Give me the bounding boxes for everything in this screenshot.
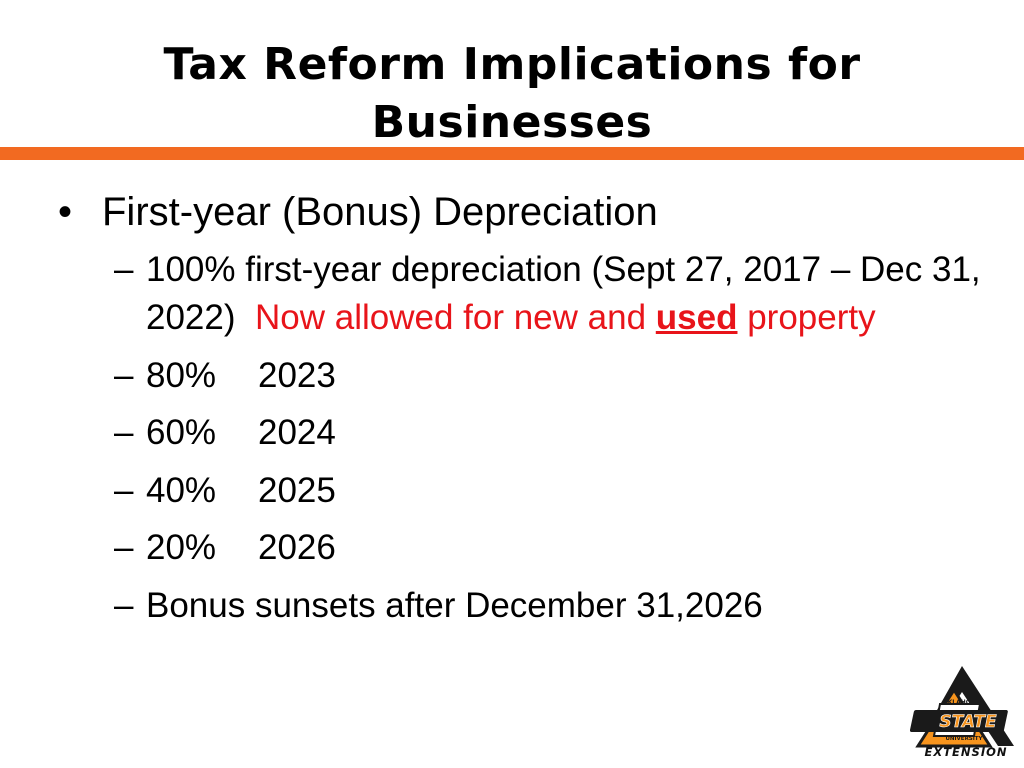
sub-bullet-60-percent: – 60% 2024 [114,409,988,457]
sunset-text: Bonus sunsets after December 31,2026 [146,585,763,625]
sub-bullet-sunset: – Bonus sunsets after December 31,2026 [114,582,988,630]
sub-bullet-marker: – [114,528,134,567]
phase-year: 2024 [258,413,336,452]
phase-year: 2026 [258,528,336,567]
phase-percent: 80% [146,355,217,395]
sub-bullet-100-percent: – 100% first-year depreciation (Sept 27,… [114,246,988,342]
sub-bullet-marker: – [114,355,134,395]
sub-bullet-marker: – [114,413,134,452]
logo-bottom-text: UNIVERSITY [945,736,983,742]
slide-title: Tax Reform Implications for Businesses [0,36,1024,152]
emphasis-used: used [655,298,738,337]
logo-mid-text: STATE [939,712,997,732]
phase-percent: 20% [146,528,217,567]
osu-extension-logo-icon: OKLAHOMA STATE UNIVERSITY [910,666,1014,748]
phase-percent: 60% [146,413,217,452]
phase-year: 2025 [258,470,336,510]
bullet-main: • First-year (Bonus) Depreciation [58,186,988,238]
sub-bullet-marker: – [114,585,134,625]
sub-bullet-marker: – [114,470,134,510]
logo-caption: EXTENSION [924,745,1008,759]
slide-title-line1: Tax Reform Implications for [163,39,861,90]
slide-title-line2: Businesses [371,97,653,148]
sub-bullet-marker: – [114,250,134,289]
sub-bullet-list: – 100% first-year depreciation (Sept 27,… [114,246,988,630]
phase-percent: 40% [146,470,217,510]
sub-bullet-40-percent: – 40% 2025 [114,467,988,515]
sub-bullet-100-percent-text: 100% first-year depreciation (Sept 27, 2… [146,246,988,342]
highlight-new-and: Now allowed for new and [254,298,647,337]
sub-bullet-20-percent: – 20% 2026 [114,524,988,572]
bullet-main-text: First-year (Bonus) Depreciation [102,190,658,234]
title-underline-bar [0,147,1024,160]
phase-year: 2023 [258,355,336,395]
highlight-property: property [747,298,876,337]
logo-top-text: OKLAHOMA [943,699,982,706]
slide-content: • First-year (Bonus) Depreciation – 100%… [58,186,988,639]
bullet-marker: • [58,190,73,234]
sub-bullet-100-percent-dates: 100% first-year depreciation (Sept 27, 2… [146,250,981,337]
sub-bullet-80-percent: – 80% 2023 [114,352,988,400]
